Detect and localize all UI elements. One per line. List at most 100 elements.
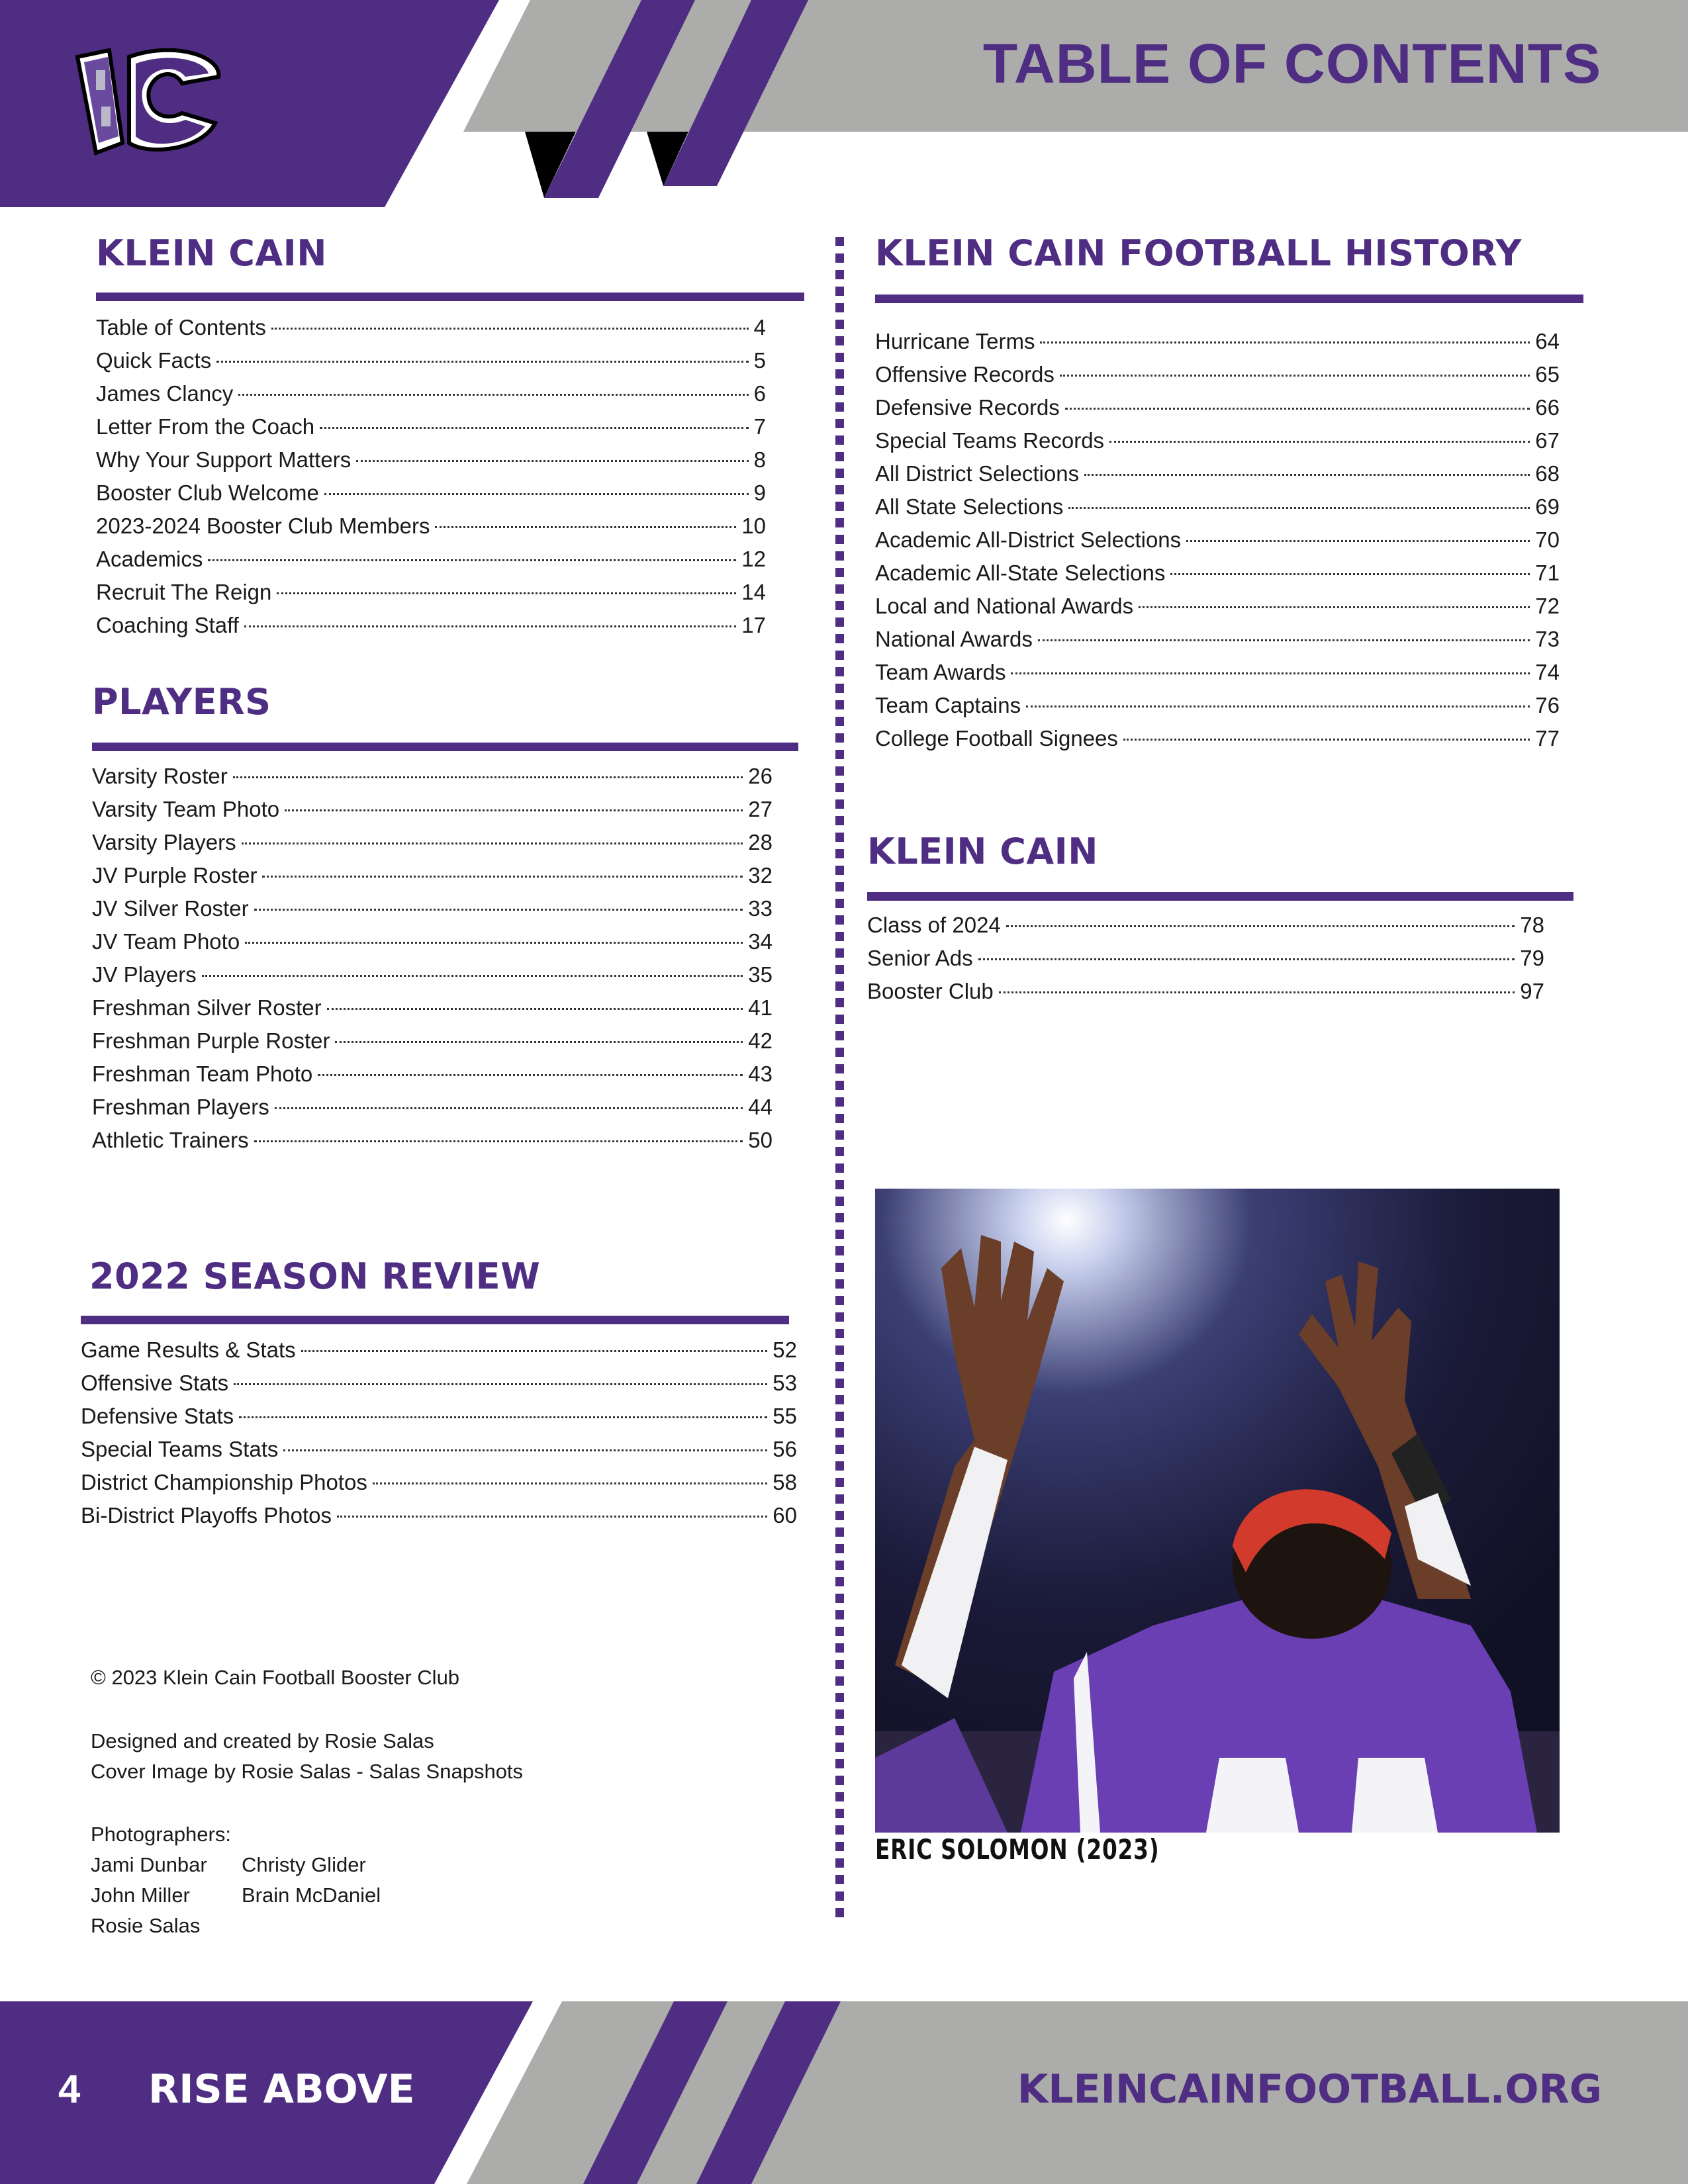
- footer-stripe: [583, 2001, 727, 2184]
- toc-entry[interactable]: 2023-2024 Booster Club Members 10: [96, 510, 766, 543]
- toc-entry[interactable]: Freshman Players 44: [92, 1091, 773, 1124]
- toc-entry[interactable]: Varsity Roster 26: [92, 760, 773, 793]
- toc-entry-page: 35: [748, 962, 773, 987]
- toc-entry[interactable]: Game Results & Stats 52: [81, 1334, 797, 1367]
- toc-entry[interactable]: Team Awards 74: [875, 656, 1560, 689]
- photographer-name: Christy Glider: [242, 1853, 366, 1876]
- photographer-name: John Miller: [91, 1884, 190, 1907]
- toc-entry-page: 42: [748, 1028, 773, 1053]
- toc-entry[interactable]: District Championship Photos 58: [81, 1466, 797, 1499]
- toc-entry[interactable]: Academic All-State Selections 71: [875, 557, 1560, 590]
- toc-entry-label: Special Teams Records: [875, 428, 1105, 453]
- toc-entry[interactable]: Academic All-District Selections 70: [875, 523, 1560, 557]
- toc-list-football-history: Hurricane Terms 64 Offensive Records 65 Defe…: [875, 325, 1560, 755]
- designer-credit: Designed and created by Rosie Salas: [91, 1729, 434, 1752]
- toc-entry-page: 65: [1535, 362, 1560, 387]
- footer-website-link[interactable]: KLEINCAINFOOTBALL.ORG: [1017, 2066, 1602, 2113]
- toc-entry-label: JV Team Photo: [92, 929, 240, 954]
- toc-entry[interactable]: Freshman Team Photo 43: [92, 1058, 773, 1091]
- section-heading-klein-cain-2: KLEIN CAIN: [867, 831, 1098, 872]
- toc-entry[interactable]: Local and National Awards 72: [875, 590, 1560, 623]
- toc-entry[interactable]: Senior Ads 79: [867, 942, 1544, 975]
- toc-entry[interactable]: JV Players 35: [92, 958, 773, 991]
- dot-leader: [435, 526, 737, 528]
- dot-leader: [262, 876, 743, 878]
- toc-entry-page: 68: [1535, 461, 1560, 486]
- toc-entry[interactable]: Academics 12: [96, 543, 766, 576]
- dot-leader: [274, 1107, 743, 1109]
- section-rule: [875, 295, 1583, 303]
- toc-entry[interactable]: Hurricane Terms 64: [875, 325, 1560, 358]
- toc-entry-label: College Football Signees: [875, 726, 1118, 751]
- toc-entry-label: Why Your Support Matters: [96, 447, 352, 472]
- toc-entry[interactable]: Recruit The Reign 14: [96, 576, 766, 609]
- section-heading-football-history: KLEIN CAIN FOOTBALL HISTORY: [875, 232, 1522, 274]
- toc-entry[interactable]: Coaching Staff 17: [96, 609, 766, 642]
- toc-entry[interactable]: Defensive Stats 55: [81, 1400, 797, 1433]
- section-rule: [867, 892, 1573, 901]
- toc-entry[interactable]: Booster Club Welcome 9: [96, 477, 766, 510]
- toc-entry-label: Offensive Stats: [81, 1371, 229, 1395]
- toc-entry[interactable]: Quick Facts 5: [96, 344, 766, 377]
- toc-entry-page: 17: [741, 613, 766, 637]
- toc-entry[interactable]: Team Captains 76: [875, 689, 1560, 722]
- dot-leader: [1006, 925, 1515, 927]
- toc-entry-label: Table of Contents: [96, 315, 266, 340]
- section-rule: [81, 1316, 789, 1324]
- toc-entry[interactable]: Bi-District Playoffs Photos 60: [81, 1499, 797, 1532]
- toc-entry[interactable]: Class of 2024 78: [867, 909, 1544, 942]
- dot-leader: [337, 1516, 768, 1518]
- toc-entry[interactable]: JV Team Photo 34: [92, 925, 773, 958]
- toc-entry[interactable]: JV Purple Roster 32: [92, 859, 773, 892]
- toc-entry[interactable]: Table of Contents 4: [96, 311, 766, 344]
- toc-entry-label: Team Awards: [875, 660, 1006, 684]
- toc-entry[interactable]: College Football Signees 77: [875, 722, 1560, 755]
- toc-entry[interactable]: Offensive Records 65: [875, 358, 1560, 391]
- toc-entry[interactable]: National Awards 73: [875, 623, 1560, 656]
- dot-leader: [1037, 639, 1530, 641]
- toc-entry-page: 6: [753, 381, 766, 406]
- toc-entry-page: 69: [1535, 494, 1560, 519]
- toc-entry[interactable]: All District Selections 68: [875, 457, 1560, 490]
- toc-entry-page: 53: [773, 1371, 797, 1395]
- toc-entry[interactable]: Special Teams Stats 56: [81, 1433, 797, 1466]
- toc-entry[interactable]: James Clancy 6: [96, 377, 766, 410]
- toc-entry[interactable]: Special Teams Records 67: [875, 424, 1560, 457]
- toc-entry[interactable]: JV Silver Roster 33: [92, 892, 773, 925]
- toc-entry-label: District Championship Photos: [81, 1470, 367, 1494]
- toc-entry-label: Varsity Team Photo: [92, 797, 280, 821]
- toc-entry-page: 60: [773, 1503, 797, 1527]
- page-title: TABLE OF CONTENTS: [982, 32, 1602, 95]
- dot-leader: [285, 809, 743, 811]
- toc-entry[interactable]: Letter From the Coach 7: [96, 410, 766, 443]
- toc-entry[interactable]: Offensive Stats 53: [81, 1367, 797, 1400]
- toc-entry-page: 58: [773, 1470, 797, 1494]
- header-stripe: [544, 0, 695, 198]
- dot-leader: [1040, 341, 1530, 343]
- toc-entry[interactable]: Varsity Team Photo 27: [92, 793, 773, 826]
- dot-leader: [335, 1041, 743, 1043]
- header-graphic: [0, 0, 1688, 207]
- toc-entry-label: 2023-2024 Booster Club Members: [96, 514, 430, 538]
- header-stripe: [663, 0, 808, 186]
- dot-leader: [277, 592, 737, 594]
- photographers-label: Photographers:: [91, 1823, 231, 1846]
- toc-entry-page: 66: [1535, 395, 1560, 420]
- toc-entry[interactable]: Why Your Support Matters 8: [96, 443, 766, 477]
- dot-leader: [234, 1383, 768, 1385]
- toc-entry[interactable]: Booster Club 97: [867, 975, 1544, 1008]
- toc-entry[interactable]: Defensive Records 66: [875, 391, 1560, 424]
- toc-list-season-review: Game Results & Stats 52 Offensive Stats 53 D…: [81, 1334, 797, 1532]
- toc-entry-page: 41: [748, 995, 773, 1020]
- toc-entry-label: Varsity Players: [92, 830, 236, 854]
- toc-entry[interactable]: Athletic Trainers 50: [92, 1124, 773, 1157]
- toc-entry[interactable]: Varsity Players 28: [92, 826, 773, 859]
- toc-entry-page: 71: [1535, 561, 1560, 585]
- dot-leader: [208, 559, 737, 561]
- column-divider: [835, 237, 844, 1918]
- toc-entry[interactable]: All State Selections 69: [875, 490, 1560, 523]
- toc-entry[interactable]: Freshman Purple Roster 42: [92, 1024, 773, 1058]
- toc-entry[interactable]: Freshman Silver Roster 41: [92, 991, 773, 1024]
- dot-leader: [998, 991, 1515, 993]
- dot-leader: [201, 975, 743, 977]
